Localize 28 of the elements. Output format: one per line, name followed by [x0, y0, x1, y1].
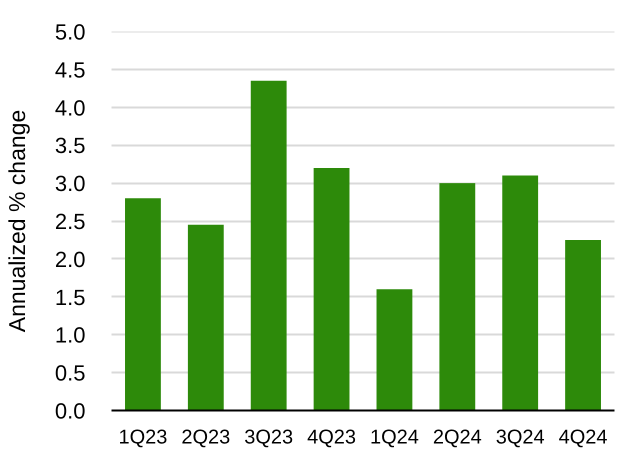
x-tick-label: 2Q23: [181, 426, 230, 448]
y-axis-title: Annualized % change: [4, 110, 30, 332]
y-tick-label: 4.0: [54, 95, 86, 120]
bar: [188, 224, 224, 410]
bar: [439, 183, 476, 410]
x-tick-label: 2Q24: [432, 426, 482, 448]
y-tick-label: 4.5: [54, 57, 86, 82]
x-tick-label: 3Q24: [496, 426, 545, 448]
bar: [502, 176, 538, 410]
x-tick-label: 3Q23: [244, 426, 294, 448]
y-tick-label: 0.0: [54, 398, 86, 424]
x-tick-label: 1Q24: [370, 426, 419, 448]
y-tick-label: 0.5: [54, 360, 86, 386]
y-tick-label: 1.5: [54, 284, 86, 310]
bar: [565, 240, 601, 410]
x-tick-label: 4Q24: [558, 426, 608, 448]
y-tick-label: 3.0: [54, 171, 86, 196]
y-tick-label: 5.0: [54, 20, 86, 44]
x-tick-label: 1Q23: [118, 426, 168, 448]
y-tick-label: 1.0: [54, 322, 86, 348]
x-tick-label: 4Q23: [307, 426, 356, 448]
y-tick-label: 2.5: [54, 209, 86, 234]
bar: [125, 198, 161, 410]
bar: [250, 80, 287, 410]
bar: [376, 289, 412, 410]
y-tick-label: 3.5: [54, 133, 86, 158]
bar: [314, 168, 350, 410]
y-tick-label: 2.0: [54, 246, 86, 272]
